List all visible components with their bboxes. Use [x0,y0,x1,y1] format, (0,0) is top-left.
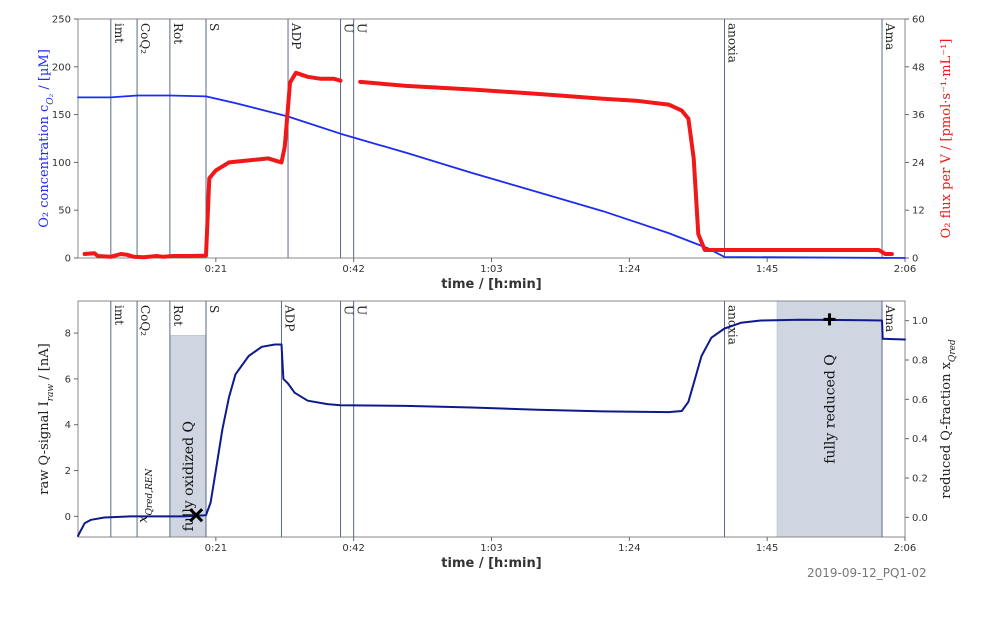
x-tick-label: 1:03 [480,264,502,275]
y-right-tick-label: 0.8 [912,356,928,367]
event-label: ADP [282,304,296,331]
y-right-tick-label: 0 [912,254,918,265]
series-line-q-signal [77,318,906,537]
event-label: S [207,305,221,313]
x-tick-label: 0:42 [342,543,364,554]
y-right-tick-label: 0.2 [912,474,928,485]
event-label: S [207,23,221,31]
event-label: U [342,305,356,315]
y-right-axis-title: reduced Q-fraction xQred [939,339,958,499]
event-label: CoQ₂ [138,23,152,54]
y-left-tick-label: 250 [52,15,71,26]
y-left-tick-label: 100 [52,158,71,169]
y-right-tick-label: 48 [912,62,925,73]
shaded-region-label: fully reduced Q [823,354,839,463]
marker-reduced [823,313,836,326]
x-tick-label: 2:06 [894,264,916,275]
y-right-tick-label: 36 [912,110,925,121]
y-right-tick-label: 24 [912,158,925,169]
y-left-axis-title: O₂ concentration cO₂ / [µM] [37,49,56,228]
y-right-tick-label: 0.0 [912,513,928,524]
experiment-id-label: 2019-09-12_PQ1-02 [807,566,927,580]
y-left-tick-label: 150 [52,110,71,121]
y-right-tick-label: 1.0 [912,316,928,327]
y-left-axis-title: raw Q-signal Iraw / [nA] [37,343,56,494]
y-left-tick-label: 0 [65,512,71,523]
event-label: imt [112,23,126,43]
y-right-tick-label: 60 [912,15,925,26]
y-right-tick-label: 0.6 [912,395,928,406]
event-label: CoQ₂ [138,305,152,336]
event-label: Rot [171,305,185,326]
y-left-tick-label: 2 [65,466,71,477]
shaded-region [169,335,207,538]
x-tick-label: 0:21 [205,543,227,554]
series-line-concentration [77,94,906,259]
event-label: anoxia [726,23,740,63]
annotation-label: xQred,REN [136,468,155,523]
y-left-tick-label: 200 [52,62,71,73]
y-left-tick-label: 4 [65,420,71,431]
y-left-tick-label: 6 [65,374,71,385]
event-label: ADP [289,22,303,49]
shaded-region-label: fully oxidized Q [181,421,197,531]
x-axis-title: time / [h:min] [441,277,541,292]
y-left-tick-label: 0 [65,254,71,265]
x-tick-label: 1:24 [618,543,640,554]
marker-oxidized [189,508,204,523]
event-label: U [355,305,369,315]
series-line-flux [82,70,894,260]
x-tick-label: 1:03 [480,543,502,554]
x-tick-label: 0:21 [205,264,227,275]
y-left-tick-label: 8 [65,329,71,340]
y-right-axis-title: O₂ flux per V / [pmol·s⁻¹·mL⁻¹] [939,39,954,239]
y-right-tick-label: 0.4 [912,434,928,445]
event-label: U [342,23,356,33]
y-right-tick-label: 12 [912,206,925,217]
x-tick-label: 0:42 [342,264,364,275]
event-label: Rot [171,23,185,44]
event-label: imt [112,305,126,325]
x-tick-label: 1:45 [756,543,778,554]
event-label: Ama [883,22,897,50]
event-label: U [355,23,369,33]
event-label: Ama [883,304,897,332]
x-tick-label: 1:24 [618,264,640,275]
x-tick-label: 1:45 [756,264,778,275]
x-tick-label: 2:06 [894,543,916,554]
x-axis-title: time / [h:min] [441,556,541,571]
panel-bottom: fully oxidized Q fully reduced Q imt CoQ₂ Ro… [37,300,958,571]
plot-frame [77,18,906,259]
y-left-tick-label: 50 [58,206,71,217]
